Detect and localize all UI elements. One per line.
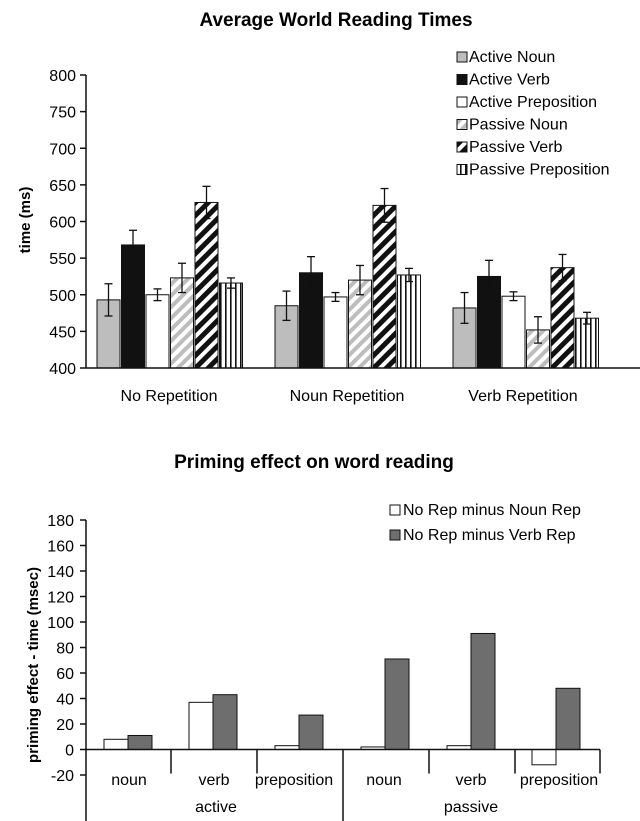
chart2-bar-no-rep-minus-verb-rep [470, 632, 496, 751]
chart2-legend-swatch [389, 529, 401, 541]
chart1-legend-swatch [456, 96, 468, 108]
chart2-bar-no-rep-minus-verb-rep [127, 734, 153, 751]
chart1-bar-active-verb [121, 244, 145, 369]
chart1-legend-label: Active Preposition [469, 94, 597, 111]
chart1-bar-active-preposition [501, 295, 526, 369]
chart2-bar-no-rep-minus-verb-rep [212, 694, 238, 750]
chart2-ytick-label: 60 [56, 666, 74, 683]
chart2-ylabel: priming effect - time (msec) [25, 567, 42, 763]
chart1-legend-swatch [456, 164, 468, 175]
chart2-ytick-label: 180 [47, 513, 74, 530]
chart2-category-label: noun [111, 772, 147, 789]
chart1-legend: Active Noun Active Verb Active Preposition… [456, 49, 610, 179]
chart1-ytick-label: 700 [49, 141, 76, 158]
chart1-legend-label: Active Noun [469, 49, 555, 66]
chart2-category-label: preposition [255, 772, 333, 789]
chart1-bar-passive-preposition [219, 282, 243, 369]
chart1-legend-label: Passive Verb [469, 139, 562, 156]
chart1-bar-passive-verb [372, 204, 397, 369]
chart1-ytick-label: 550 [49, 251, 76, 268]
chart1-title: Average World Reading Times [199, 10, 472, 31]
chart2-bar-no-rep-minus-noun-rep [531, 749, 557, 766]
chart2-ytick-label: 40 [56, 692, 74, 709]
reading-times-chart: Average World Reading Times time (ms) 40… [17, 10, 640, 405]
chart1-category-label: Noun Repetition [290, 388, 405, 405]
chart1-category-label: No Repetition [121, 388, 218, 405]
chart2-bar-no-rep-minus-noun-rep [188, 701, 214, 751]
chart1-bar-passive-verb [550, 267, 575, 369]
chart2-ytick-label: -20 [51, 768, 74, 785]
chart2-bar-no-rep-minus-verb-rep [384, 658, 410, 751]
chart2-bar-no-rep-minus-noun-rep [103, 738, 129, 750]
chart2-legend-label: No Rep minus Verb Rep [403, 527, 576, 544]
chart2-ytick-label: 120 [47, 590, 74, 607]
chart1-legend-swatch [456, 119, 468, 130]
chart1-ytick-label: 600 [49, 215, 76, 232]
chart1-ytick-label: 800 [49, 68, 76, 85]
chart1-legend-swatch [456, 141, 468, 153]
chart1-legend-swatch [456, 74, 468, 85]
chart1-bar-passive-preposition [575, 317, 599, 369]
chart1-bar-active-preposition [145, 294, 170, 369]
chart1-legend-label: Passive Noun [469, 117, 568, 134]
chart2-legend-label: No Rep minus Noun Rep [403, 502, 581, 519]
chart2-bar-no-rep-minus-verb-rep [298, 714, 324, 751]
chart2-category-label: verb [455, 772, 486, 789]
priming-effect-chart: Priming effect on word reading priming e… [25, 452, 601, 821]
chart1-legend-label: Active Verb [469, 72, 550, 89]
chart1-ytick-label: 500 [49, 288, 76, 305]
chart2-group-label: active [195, 799, 237, 816]
chart1-bar-passive-verb [194, 201, 219, 369]
chart2-legend: No Rep minus Noun Rep No Rep minus Verb R… [389, 502, 581, 544]
chart2-group-label: passive [444, 799, 498, 816]
chart1-legend-swatch [456, 51, 468, 63]
chart2-category-label: noun [366, 772, 402, 789]
chart1-bar-passive-preposition [397, 274, 421, 369]
chart2-ytick-label: 100 [47, 615, 74, 632]
chart2-ytick-label: 0 [65, 743, 74, 760]
chart2-ytick-label: 140 [47, 564, 74, 581]
chart1-ytick-label: 650 [49, 178, 76, 195]
chart2-ytick-label: 160 [47, 539, 74, 556]
chart1-ytick-label: 450 [49, 324, 76, 341]
chart2-category-label: preposition [520, 772, 598, 789]
chart2-ytick-label: 80 [56, 641, 74, 658]
chart1-ylabel: time (ms) [17, 187, 34, 254]
chart1-category-label: Verb Repetition [468, 388, 577, 405]
chart2-title: Priming effect on word reading [174, 452, 454, 473]
chart2-category-label: verb [198, 772, 229, 789]
chart1-legend-label: Passive Preposition [469, 162, 610, 179]
chart2-bar-no-rep-minus-verb-rep [555, 687, 581, 750]
chart1-ytick-label: 750 [49, 105, 76, 122]
chart2-ytick-label: 20 [56, 717, 74, 734]
chart1-bar-active-preposition [323, 296, 348, 369]
chart1-ytick-label: 400 [49, 361, 76, 378]
chart2-legend-swatch [389, 504, 401, 516]
